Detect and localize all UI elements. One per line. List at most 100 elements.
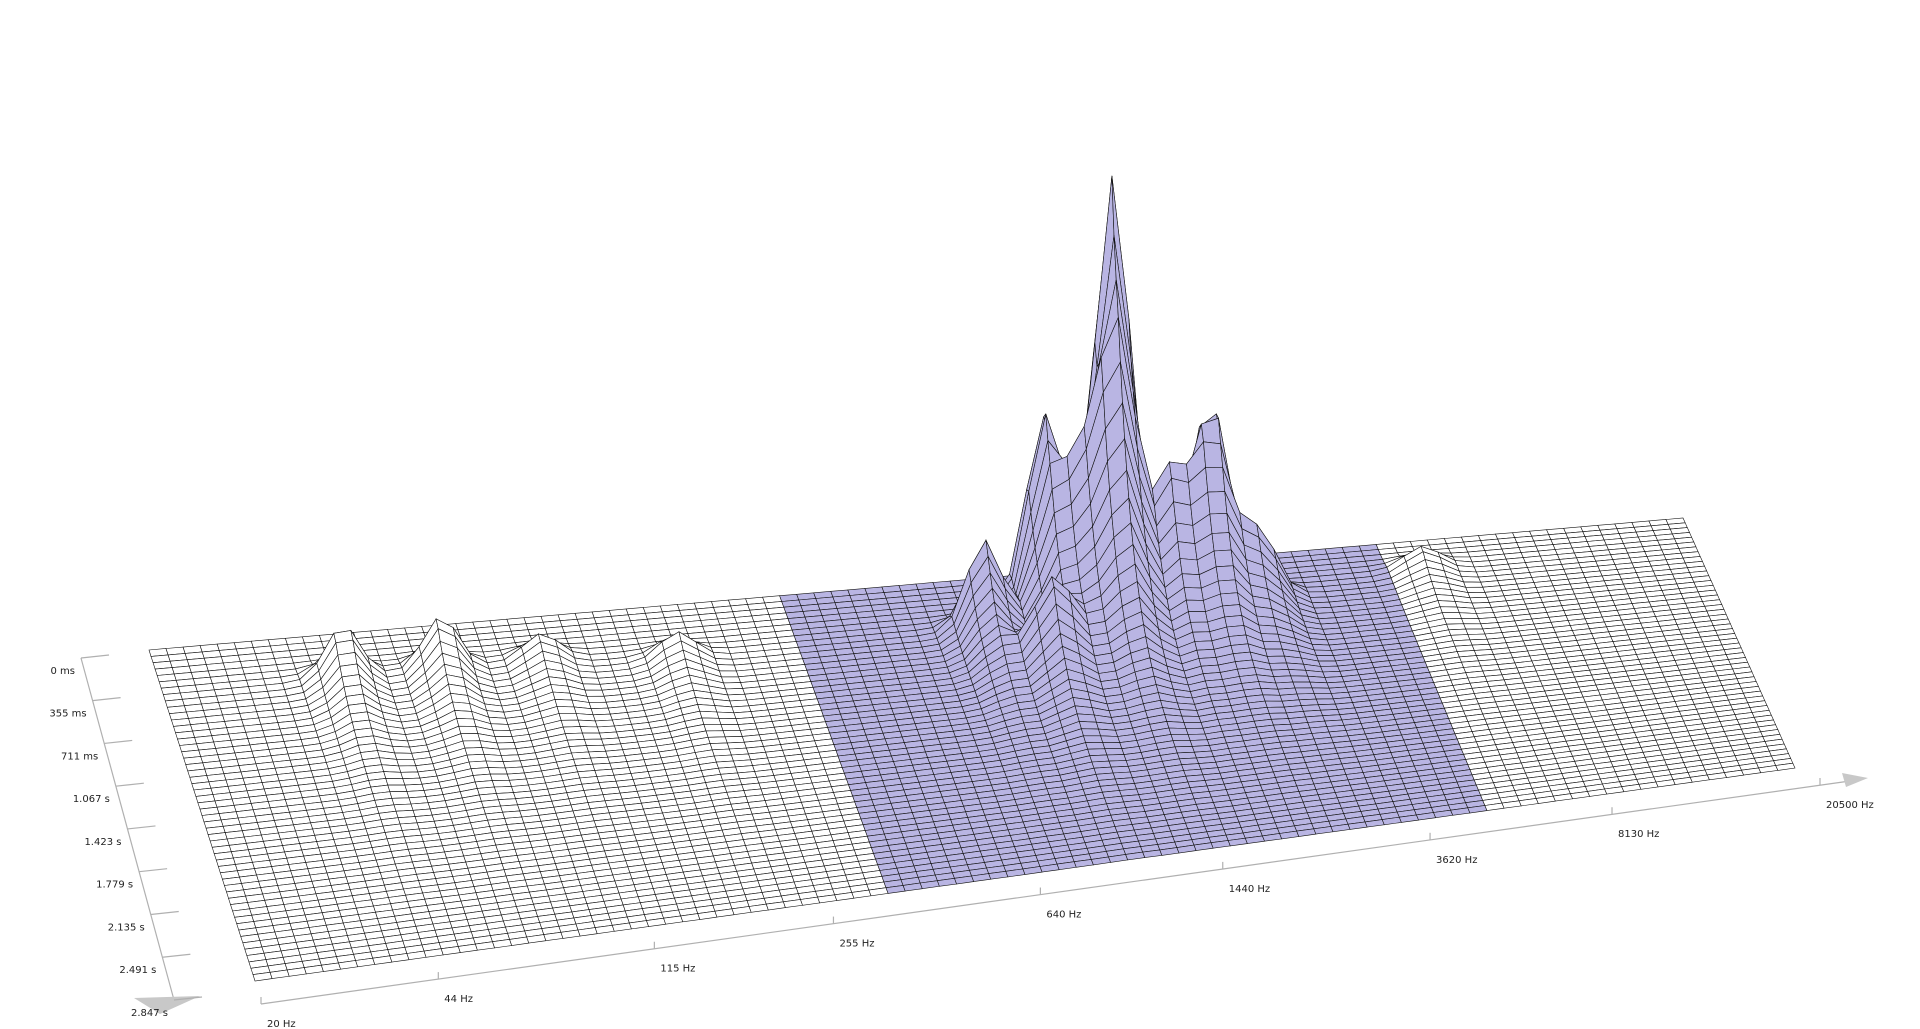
surface-cell — [496, 742, 517, 750]
surface-cell — [1173, 501, 1194, 526]
surface-cell — [1104, 748, 1125, 756]
time-tick-label: 355 ms — [49, 709, 86, 720]
surface-cell — [1461, 576, 1482, 583]
time-tick-label: 1.779 s — [96, 880, 133, 891]
surface-cell — [1260, 633, 1281, 643]
x-tick-label: 3620 Hz — [1436, 855, 1477, 866]
time-tick — [80, 654, 110, 659]
surface-cell — [1190, 621, 1211, 633]
surface-cell — [1458, 570, 1479, 578]
time-tick-label: 1.423 s — [84, 837, 121, 848]
surface-cell — [1183, 587, 1204, 601]
surface-cell — [1443, 617, 1465, 625]
surface-cell — [1266, 655, 1287, 664]
surface-cell — [1224, 615, 1245, 628]
surface-cell — [1192, 631, 1213, 642]
surface-cell — [485, 760, 506, 769]
surface-cell — [1098, 728, 1119, 737]
surface-cell — [1170, 734, 1191, 742]
surface-cell — [588, 701, 609, 710]
surface-cell — [718, 717, 739, 725]
surface-cell — [1083, 735, 1104, 743]
surface-cell — [705, 730, 726, 738]
surface-cell — [381, 764, 402, 773]
surface-cell — [562, 726, 583, 735]
surface-cell — [1194, 640, 1215, 651]
surface-cell — [1100, 735, 1121, 743]
surface-cell — [1264, 700, 1285, 708]
surface-cell — [1271, 669, 1292, 677]
surface-cell — [487, 767, 508, 775]
peak — [1209, 386, 1213, 390]
surface-cell — [1320, 665, 1341, 673]
surface-cell — [489, 773, 510, 781]
x-axis — [260, 780, 1851, 1005]
surface-cell — [456, 718, 477, 727]
surface-cell — [1089, 754, 1110, 763]
surface-cell — [1080, 728, 1102, 737]
surface-cell — [697, 704, 718, 713]
surface-cell — [586, 744, 607, 753]
surface-cell — [1311, 643, 1332, 651]
surface-cell — [392, 745, 413, 754]
surface-cell — [458, 725, 479, 735]
surface-cell — [1262, 694, 1283, 702]
surface-cell — [720, 724, 741, 732]
surface-cell — [586, 695, 607, 703]
surface-cell — [462, 740, 483, 749]
time-axis-arrow — [134, 996, 200, 1014]
surface-cell — [490, 723, 511, 731]
surface-cell — [1211, 532, 1232, 552]
surface-cell — [552, 691, 573, 701]
surface-cell — [1108, 760, 1129, 768]
surface-cell — [1258, 624, 1279, 635]
surface-cell — [1220, 592, 1240, 607]
surface-cell — [1461, 617, 1482, 625]
time-tick — [115, 782, 144, 787]
surface-cell — [491, 779, 512, 788]
surface-cell — [584, 689, 605, 697]
surface-cell — [494, 736, 515, 744]
surface-cell — [1318, 660, 1339, 667]
surface-cell — [396, 759, 417, 767]
surface-cell — [1305, 586, 1326, 593]
surface-cell — [493, 786, 514, 794]
x-tick-label: 44 Hz — [444, 994, 473, 1005]
surface-cell — [1085, 741, 1106, 750]
surface-cell — [452, 701, 473, 712]
surface-cell — [1179, 558, 1200, 576]
time-tick — [139, 868, 168, 873]
x-tick-label: 255 Hz — [839, 939, 874, 950]
surface-cell — [565, 636, 586, 644]
surface-cell — [1467, 633, 1488, 641]
surface-cell — [1307, 675, 1328, 684]
x-tick-label: 640 Hz — [1046, 910, 1081, 921]
surface-cell — [1268, 712, 1289, 720]
surface-cell — [1292, 681, 1313, 689]
surface-cell — [1439, 606, 1460, 614]
surface-cell — [1441, 612, 1462, 619]
surface-cell — [1262, 641, 1283, 650]
surface-cell — [1467, 591, 1488, 599]
surface-cell — [1076, 713, 1097, 723]
surface-cell — [577, 719, 598, 728]
x-tick-label: 20500 Hz — [1826, 800, 1874, 811]
surface-cell — [580, 677, 601, 685]
surface-cell — [1102, 741, 1123, 750]
surface-cell — [1307, 591, 1328, 598]
surface-cell — [1177, 541, 1198, 561]
surface-cell — [1201, 417, 1221, 445]
surface-cell — [564, 732, 585, 741]
peak — [439, 615, 443, 619]
time-tick — [104, 739, 133, 745]
peak — [1043, 398, 1047, 402]
surface-cell — [1207, 491, 1228, 515]
surface-cell — [1311, 687, 1332, 694]
surface-cell — [393, 803, 414, 812]
surface-cell — [554, 699, 575, 708]
surface-cell — [1313, 693, 1334, 700]
surface-cell — [483, 753, 504, 763]
surface-cell — [1288, 669, 1309, 677]
surface-cell — [1264, 648, 1285, 657]
